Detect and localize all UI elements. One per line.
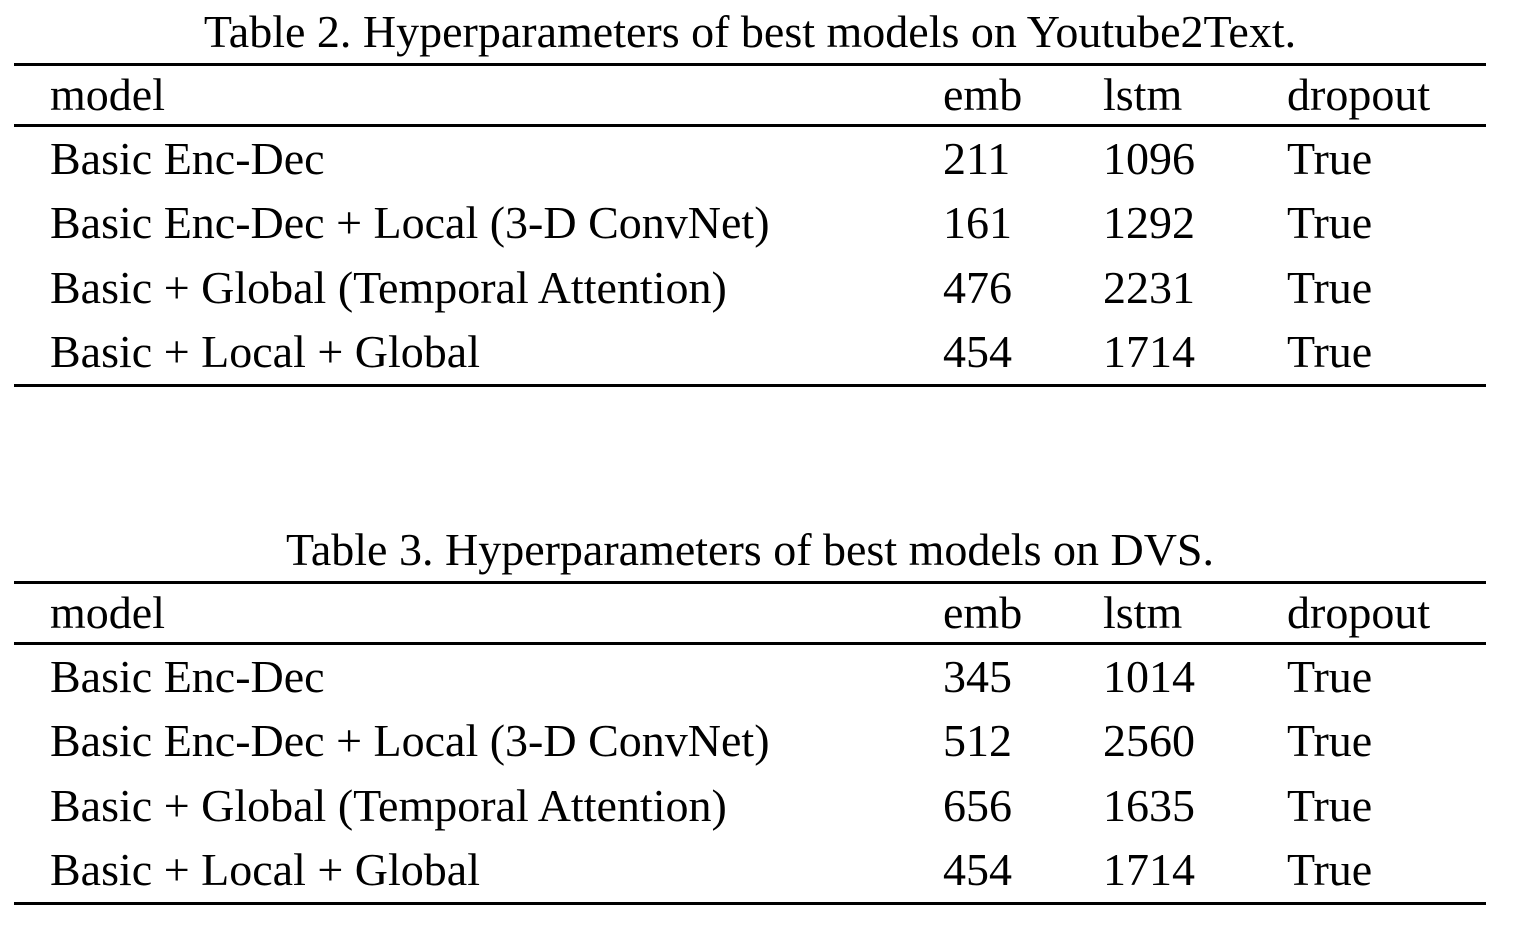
table-3-header-row: model emb lstm dropout [14,583,1486,644]
cell-emb: 161 [943,197,1012,248]
cell-lstm: 1014 [1103,650,1195,702]
cell-model: Basic + Local + Global [50,326,480,378]
cell-lstm: 1292 [1103,197,1195,248]
cell-model: Basic + Global (Temporal Attention) [50,780,727,831]
cell-model: Basic Enc-Dec + Local (3-D ConvNet) [50,197,770,248]
cell-dropout: True [1287,326,1373,378]
cell-lstm: 1096 [1103,132,1195,184]
table-row: Basic + Local + Global 454 1714 True [14,839,1486,904]
cell-dropout: True [1287,650,1373,702]
cell-model: Basic Enc-Dec [50,132,325,184]
cell-dropout: True [1287,197,1373,248]
cell-model: Basic + Global (Temporal Attention) [50,262,727,313]
table-3-caption: Table 3. Hyperparameters of best models … [285,524,1215,575]
table-row: Basic Enc-Dec 211 1096 True [14,126,1486,191]
column-header-dropout: dropout [1287,69,1431,120]
column-header-lstm: lstm [1103,69,1183,120]
table-2-header-row: model emb lstm dropout [14,65,1486,126]
table-row: Basic Enc-Dec + Local (3-D ConvNet) 161 … [14,191,1486,256]
cell-model: Basic Enc-Dec + Local (3-D ConvNet) [50,715,770,766]
table-2-figure: Table 2. Hyperparameters of best models … [14,0,1486,387]
column-header-emb: emb [943,69,1023,120]
cell-model: Basic Enc-Dec [50,650,325,702]
column-header-model: model [50,587,165,638]
cell-emb: 656 [943,780,1012,831]
table-row: Basic Enc-Dec + Local (3-D ConvNet) 512 … [14,709,1486,774]
cell-lstm: 1714 [1103,844,1195,896]
cell-emb: 211 [943,132,1011,184]
cell-model: Basic + Local + Global [50,844,480,896]
table-row: Basic + Local + Global 454 1714 True [14,321,1486,386]
cell-lstm: 2560 [1103,715,1195,766]
column-header-lstm: lstm [1103,587,1183,638]
cell-dropout: True [1287,262,1373,313]
table-3-figure: Table 3. Hyperparameters of best models … [14,518,1486,905]
column-header-dropout: dropout [1287,587,1431,638]
cell-lstm: 2231 [1103,262,1195,313]
cell-emb: 454 [943,844,1012,896]
cell-dropout: True [1287,132,1373,184]
cell-dropout: True [1287,780,1373,831]
cell-lstm: 1714 [1103,326,1195,378]
column-header-model: model [50,69,165,120]
cell-dropout: True [1287,715,1373,766]
column-header-emb: emb [943,587,1023,638]
table-row: Basic + Global (Temporal Attention) 476 … [14,256,1486,321]
table-3: model emb lstm dropout Basic Enc-Dec 345… [14,581,1486,905]
cell-dropout: True [1287,844,1373,896]
table-row: Basic + Global (Temporal Attention) 656 … [14,774,1486,839]
cell-emb: 512 [943,715,1012,766]
table-row: Basic Enc-Dec 345 1014 True [14,644,1486,709]
table-2: model emb lstm dropout Basic Enc-Dec 211… [14,63,1486,387]
cell-lstm: 1635 [1103,780,1195,831]
cell-emb: 476 [943,262,1012,313]
cell-emb: 454 [943,326,1012,378]
table-2-caption: Table 2. Hyperparameters of best models … [203,6,1297,57]
cell-emb: 345 [943,650,1012,702]
